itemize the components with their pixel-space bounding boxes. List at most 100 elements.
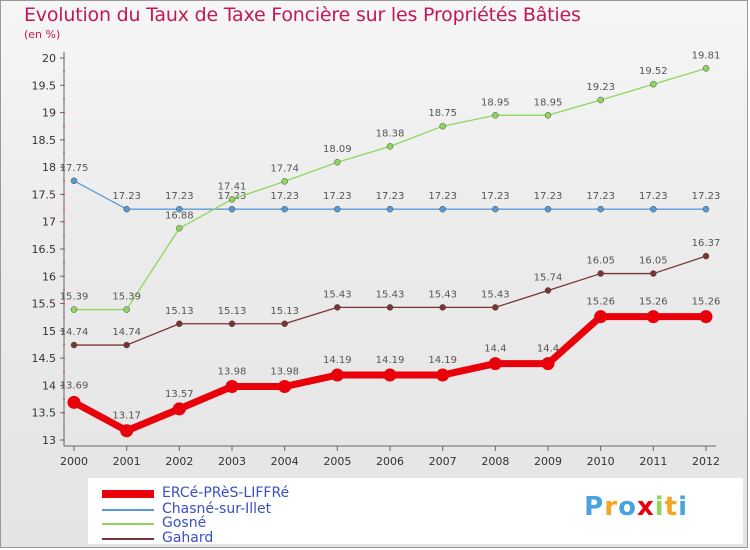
- data-label: 17.23: [428, 191, 457, 202]
- data-label: 14.74: [60, 327, 89, 338]
- x-tick-label: 2009: [534, 455, 562, 468]
- data-point: [228, 320, 236, 328]
- data-point: [650, 205, 657, 213]
- data-label: 17.23: [270, 191, 299, 202]
- data-label: 15.13: [218, 306, 247, 317]
- data-label: 14.4: [484, 344, 506, 355]
- y-minor-tick: [63, 411, 65, 414]
- data-point: [228, 196, 236, 203]
- legend-swatch: [102, 509, 154, 511]
- y-minor-tick: [63, 220, 65, 223]
- data-point: [228, 205, 236, 213]
- data-label: 15.39: [112, 292, 141, 303]
- legend-label: Chasné-sur-Illet: [162, 501, 272, 517]
- y-minor-tick: [63, 125, 65, 128]
- x-tick-label: 2000: [60, 455, 88, 468]
- data-point: [650, 80, 657, 88]
- y-minor-tick: [63, 138, 65, 141]
- y-minor-tick: [63, 234, 65, 237]
- y-tick-label: 17: [42, 216, 56, 229]
- y-minor-tick: [63, 84, 65, 87]
- y-minor-tick: [63, 70, 65, 73]
- data-label: 17.23: [376, 191, 405, 202]
- data-label: 18.75: [428, 108, 457, 119]
- data-label: 14.19: [323, 355, 352, 366]
- data-label: 17.23: [165, 191, 194, 202]
- data-label: 16.88: [165, 210, 194, 221]
- legend-label: ERCé-PRèS-LIFFRé: [162, 485, 290, 501]
- data-label: 13.69: [60, 380, 89, 391]
- y-tick-label: 18: [42, 161, 56, 174]
- data-label: 15.43: [376, 289, 405, 300]
- y-minor-tick: [63, 302, 65, 305]
- data-label: 19.81: [692, 50, 721, 61]
- data-point: [70, 306, 78, 313]
- y-minor-tick: [63, 439, 65, 441]
- data-point: [330, 368, 344, 382]
- data-label: 17.23: [639, 191, 668, 202]
- x-tick-label: 2006: [376, 455, 404, 468]
- data-point: [702, 252, 710, 260]
- data-point: [172, 402, 186, 416]
- data-point: [436, 368, 450, 382]
- data-point: [176, 225, 183, 232]
- data-label: 18.95: [534, 97, 563, 108]
- data-point: [123, 205, 130, 213]
- data-label: 15.26: [586, 297, 615, 308]
- data-point: [70, 341, 78, 349]
- y-minor-tick: [63, 57, 65, 59]
- data-point: [334, 205, 341, 213]
- y-minor-tick: [63, 370, 65, 373]
- y-minor-tick: [63, 152, 65, 155]
- data-point: [225, 380, 239, 394]
- y-minor-tick: [63, 166, 65, 169]
- y-minor-tick: [63, 398, 65, 400]
- y-tick-label: 14.5: [32, 352, 57, 365]
- data-label: 14.4: [537, 344, 559, 355]
- data-point: [544, 112, 552, 119]
- x-tick-label: 2011: [639, 455, 667, 468]
- data-point: [492, 112, 499, 119]
- data-label: 17.23: [481, 191, 510, 202]
- x-tick-label: 2003: [218, 455, 246, 468]
- data-point: [176, 205, 183, 213]
- data-point: [439, 205, 446, 213]
- y-minor-tick: [63, 275, 65, 278]
- y-tick-label: 17.5: [32, 188, 57, 201]
- data-point: [488, 357, 502, 371]
- data-point: [541, 357, 555, 371]
- legend-swatch: [102, 523, 154, 525]
- legend-label: Gahard: [162, 530, 214, 546]
- data-label: 15.13: [165, 306, 194, 317]
- data-label: 17.74: [270, 163, 299, 174]
- data-point: [597, 96, 604, 104]
- data-point: [439, 304, 446, 311]
- data-label: 19.23: [586, 82, 615, 93]
- data-point: [334, 304, 341, 311]
- data-label: 18.38: [376, 128, 405, 139]
- y-minor-tick: [63, 207, 65, 209]
- data-point: [70, 177, 78, 185]
- data-point: [702, 205, 710, 213]
- data-label: 19.52: [639, 66, 668, 77]
- y-tick-label: 13: [42, 434, 56, 447]
- x-tick-label: 2005: [323, 455, 351, 468]
- data-label: 15.43: [428, 289, 457, 300]
- data-label: 13.98: [270, 367, 299, 378]
- data-point: [123, 341, 130, 349]
- data-point: [597, 270, 604, 277]
- data-label: 13.57: [165, 389, 194, 400]
- y-tick-label: 14: [42, 379, 56, 392]
- y-minor-tick: [63, 98, 65, 100]
- data-point: [650, 270, 657, 277]
- data-label: 15.13: [270, 306, 299, 317]
- legend: ERCé-PRèS-LIFFRé Chasné-sur-Illet Gosné …: [88, 478, 743, 546]
- data-point: [597, 205, 604, 213]
- y-tick-label: 15.5: [32, 298, 57, 311]
- data-label: 16.37: [692, 238, 721, 249]
- data-point: [386, 143, 394, 150]
- x-tick-label: 2002: [165, 455, 193, 468]
- data-point: [646, 310, 660, 324]
- legend-label: Gosné: [162, 515, 207, 531]
- data-point: [120, 424, 134, 438]
